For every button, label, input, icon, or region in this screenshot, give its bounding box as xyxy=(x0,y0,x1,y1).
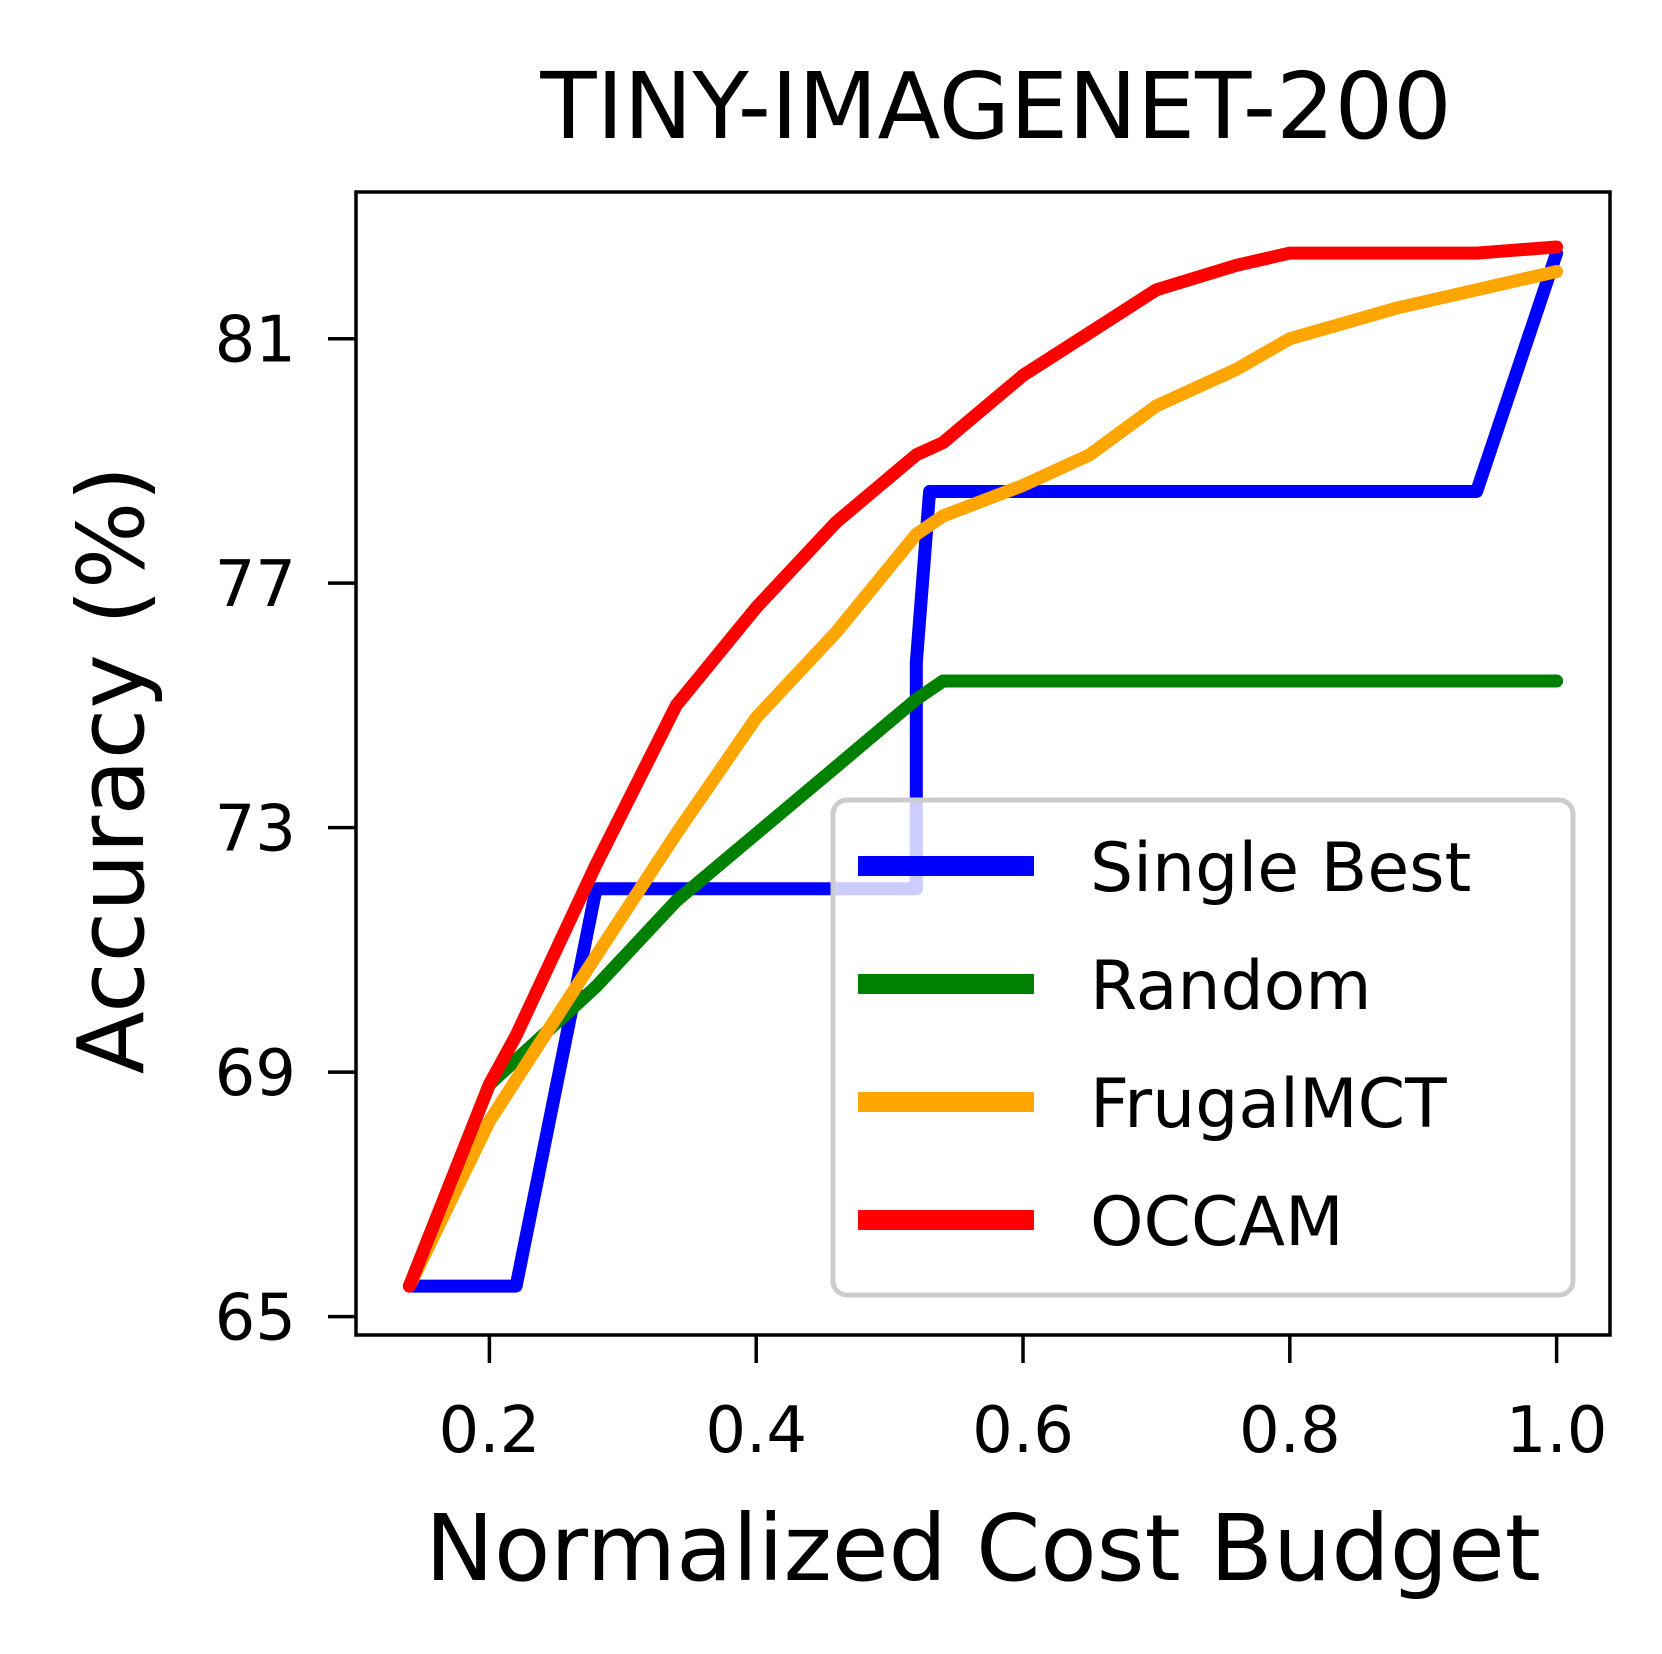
x-tick-label: 0.4 xyxy=(705,1394,807,1468)
x-axis-label: Normalized Cost Budget xyxy=(425,1495,1541,1602)
plot-frame xyxy=(354,190,1612,1337)
y-tick-label: 69 xyxy=(215,1037,296,1111)
series-line-occam xyxy=(402,240,1564,1293)
x-tick-label: 0.6 xyxy=(972,1394,1074,1468)
legend: Single Best Random FrugalMCT OCCAM xyxy=(830,797,1576,1298)
y-axis-label: Accuracy (%) xyxy=(58,466,165,1074)
y-tick-label: 65 xyxy=(215,1282,296,1356)
series-line-frugalmct xyxy=(402,265,1564,1293)
x-tick-label: 0.8 xyxy=(1239,1394,1341,1468)
y-tick-label: 77 xyxy=(215,548,296,622)
legend-label-single-best: Single Best xyxy=(1090,829,1471,908)
x-tick-label: 1.0 xyxy=(1506,1394,1608,1468)
series-line-random xyxy=(402,674,1564,1293)
series-layer xyxy=(402,240,1564,1293)
y-tick-label: 73 xyxy=(215,793,296,867)
ticks: 0.2 0.4 0.6 0.8 1.0 65 69 73 77 81 xyxy=(215,304,1608,1468)
y-tick-label: 81 xyxy=(215,304,296,378)
legend-label-random: Random xyxy=(1090,947,1372,1026)
chart-title: TINY-IMAGENET-200 xyxy=(539,53,1451,160)
legend-label-frugalmct: FrugalMCT xyxy=(1090,1065,1447,1144)
x-tick-label: 0.2 xyxy=(439,1394,541,1468)
legend-label-occam: OCCAM xyxy=(1090,1183,1344,1262)
series-line-single-best xyxy=(402,246,1564,1293)
legend-box xyxy=(830,797,1576,1298)
